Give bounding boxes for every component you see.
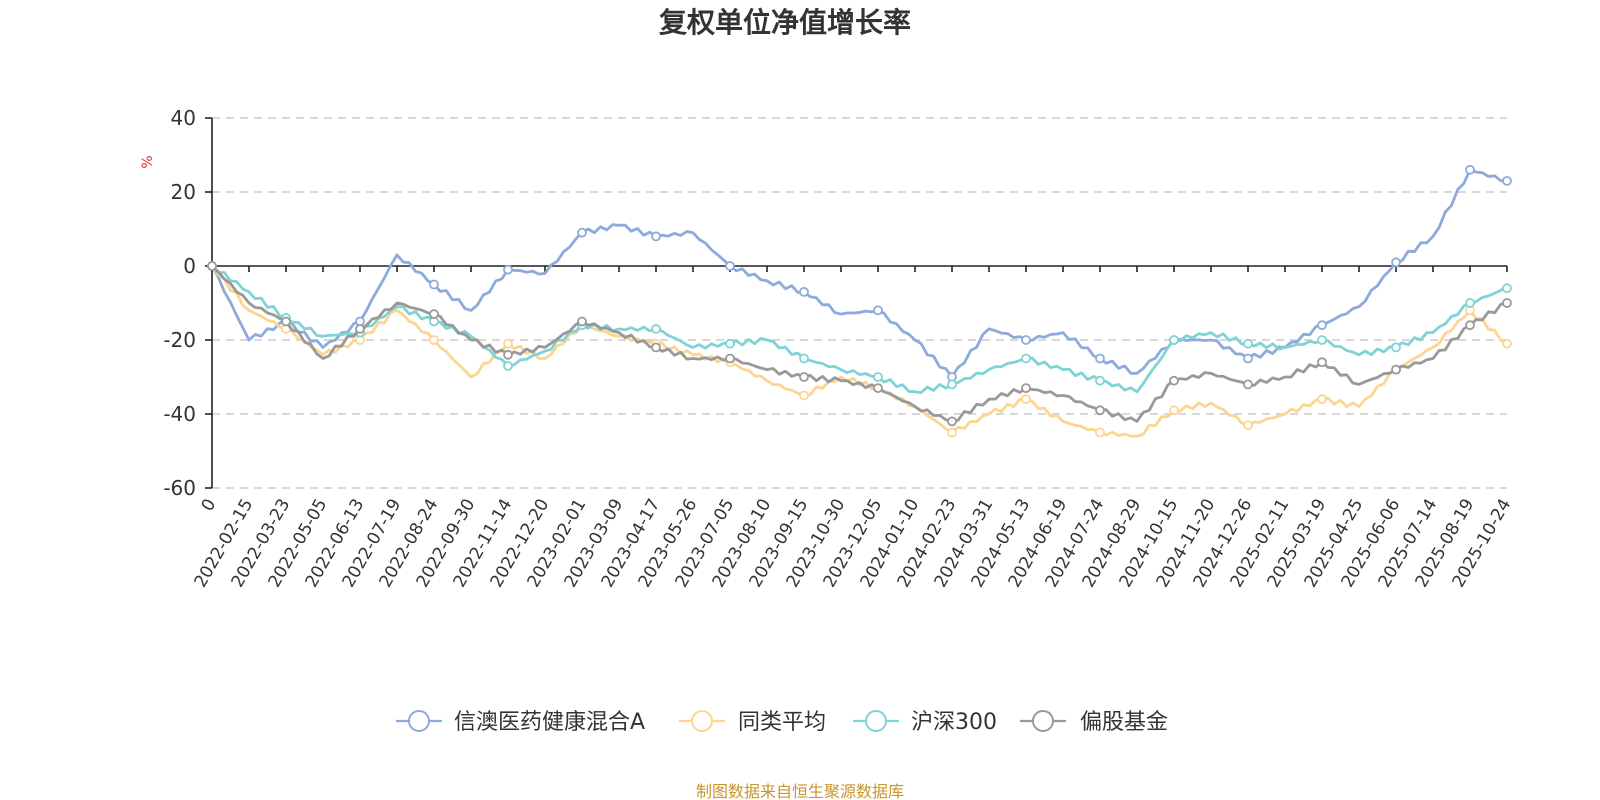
data-point xyxy=(1502,175,1512,186)
data-point xyxy=(1502,283,1512,294)
data-point xyxy=(1021,383,1031,394)
data-point xyxy=(947,379,957,390)
data-point xyxy=(725,353,735,364)
data-point xyxy=(1391,257,1401,268)
data-point xyxy=(725,338,735,349)
data-point xyxy=(1317,335,1327,345)
data-point xyxy=(503,264,513,275)
grid-lines xyxy=(212,117,1507,489)
data-point xyxy=(207,261,217,271)
data-point xyxy=(1243,379,1253,390)
data-point xyxy=(1095,427,1105,438)
data-point xyxy=(503,349,513,360)
data-point xyxy=(1465,320,1475,331)
data-point xyxy=(799,286,809,297)
legend-label: 偏股基金 xyxy=(1080,710,1168,735)
data-point xyxy=(947,427,957,438)
x-tick-label: 0 xyxy=(198,496,221,515)
data-point xyxy=(1021,353,1031,364)
data-point xyxy=(1021,394,1031,405)
y-tick-label: -40 xyxy=(163,402,196,426)
series-line xyxy=(211,264,1508,423)
data-point xyxy=(503,338,513,349)
data-point xyxy=(429,335,439,345)
y-axis-unit: % xyxy=(140,155,156,168)
y-axis: 40 20 0 -20 -40 -60 xyxy=(163,106,213,500)
y-tick-label: 20 xyxy=(171,180,196,204)
data-point xyxy=(503,360,513,371)
series-line xyxy=(210,265,1508,394)
data-point xyxy=(1243,420,1253,431)
data-point xyxy=(1095,405,1105,416)
legend-item[interactable]: 同类平均 xyxy=(679,710,826,735)
legend[interactable]: 信澳医药健康混合A 同类平均 沪深300 偏股基金 xyxy=(396,710,1168,735)
data-point xyxy=(799,353,809,364)
data-point xyxy=(725,261,735,271)
data-point xyxy=(281,316,291,327)
data-point xyxy=(1243,338,1253,349)
y-tick-label: -60 xyxy=(163,476,196,500)
data-point xyxy=(799,390,809,401)
data-point xyxy=(1465,164,1475,175)
series-line xyxy=(210,265,1508,438)
legend-marker xyxy=(408,710,430,732)
legend-marker xyxy=(1032,710,1054,732)
legend-item[interactable]: 信澳医药健康混合A xyxy=(396,710,645,735)
data-point xyxy=(1465,298,1475,308)
data-point xyxy=(429,309,439,320)
series-2 xyxy=(207,261,1512,394)
series-lines xyxy=(207,164,1512,438)
y-tick-label: -20 xyxy=(163,328,196,352)
data-point xyxy=(947,416,957,427)
data-point xyxy=(799,372,809,382)
data-point xyxy=(577,316,587,327)
data-point xyxy=(577,227,587,238)
legend-item[interactable]: 沪深300 xyxy=(853,710,997,735)
legend-label: 沪深300 xyxy=(911,710,997,735)
legend-marker xyxy=(691,710,713,732)
data-point xyxy=(873,372,883,382)
data-point xyxy=(1169,335,1179,345)
data-point xyxy=(1317,320,1327,331)
data-point xyxy=(1021,335,1031,345)
legend-item[interactable]: 偏股基金 xyxy=(1020,710,1168,735)
y-tick-label: 40 xyxy=(171,106,196,130)
data-point xyxy=(1502,338,1512,349)
data-point xyxy=(651,231,661,242)
legend-marker xyxy=(865,710,887,732)
data-point xyxy=(1391,364,1401,375)
series-0 xyxy=(207,164,1512,382)
data-point xyxy=(873,383,883,394)
chart-title: 复权单位净值增长率 xyxy=(659,6,911,39)
data-point xyxy=(1391,342,1401,353)
data-point xyxy=(651,323,661,334)
data-point xyxy=(1502,298,1512,308)
series-line xyxy=(210,168,1508,379)
data-point xyxy=(1169,405,1179,416)
legend-label: 同类平均 xyxy=(738,710,826,735)
data-point xyxy=(429,279,439,290)
data-point xyxy=(1095,375,1105,386)
series-3 xyxy=(207,261,1512,427)
y-tick-label: 0 xyxy=(183,254,196,278)
data-point xyxy=(651,342,661,353)
data-point xyxy=(1095,353,1105,364)
data-point xyxy=(355,323,365,334)
data-point xyxy=(873,305,883,316)
data-source-note: 制图数据来自恒生聚源数据库 xyxy=(696,782,904,800)
data-point xyxy=(1317,394,1327,405)
data-point xyxy=(1169,375,1179,386)
legend-label: 信澳医药健康混合A xyxy=(454,710,645,735)
data-point xyxy=(1317,357,1327,368)
series-1 xyxy=(207,261,1512,438)
data-point xyxy=(1243,353,1253,364)
